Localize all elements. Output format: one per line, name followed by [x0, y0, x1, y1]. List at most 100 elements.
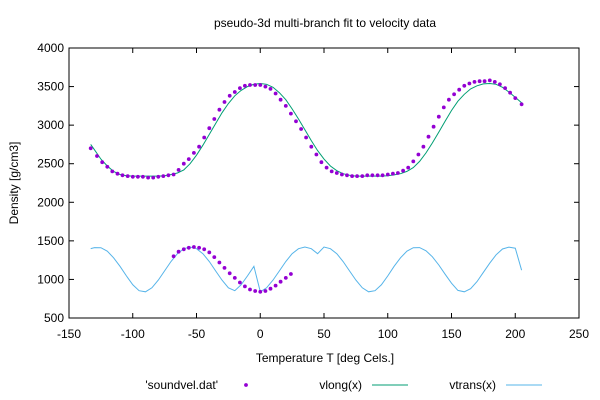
data-point [207, 126, 212, 131]
data-point [283, 276, 288, 280]
data-point [232, 90, 237, 94]
data-point [258, 289, 263, 294]
data-point [268, 286, 273, 291]
data-point [186, 245, 191, 250]
data-point [212, 117, 217, 121]
x-tick-label: -100 [121, 327, 145, 341]
data-point [151, 175, 156, 180]
data-point [120, 173, 125, 178]
data-point [238, 280, 242, 285]
data-point [207, 250, 212, 255]
data-point [503, 86, 507, 90]
plot-border [68, 47, 580, 319]
data-point [197, 144, 202, 149]
data-point [130, 174, 135, 179]
data-point [431, 124, 436, 129]
x-tick-label: -50 [188, 327, 206, 341]
data-point [304, 135, 308, 140]
data-point [222, 266, 227, 270]
data-point [508, 90, 512, 95]
data-point [100, 160, 105, 165]
data-point [457, 87, 462, 92]
data-point [161, 174, 166, 179]
data-point [88, 146, 93, 151]
data-point [136, 174, 140, 179]
y-tick-label: 2500 [37, 157, 64, 171]
y-tick-label: 1500 [37, 234, 64, 248]
x-tick-label: 250 [569, 327, 589, 341]
data-point [406, 165, 411, 170]
data-point [181, 247, 186, 252]
data-point [447, 97, 451, 102]
data-point [492, 80, 497, 84]
data-point [329, 169, 334, 174]
x-tick-label: 0 [257, 327, 264, 341]
series-line-vlongx [90, 82, 522, 177]
data-point [212, 255, 217, 259]
data-point [391, 171, 395, 176]
data-point [482, 79, 487, 84]
data-point [421, 144, 426, 149]
data-point [110, 169, 115, 174]
data-point [166, 173, 171, 178]
data-point [248, 83, 252, 87]
data-point [314, 152, 319, 157]
data-point [345, 173, 349, 178]
series-points [88, 78, 524, 294]
data-point [197, 245, 202, 250]
data-point [141, 174, 145, 179]
data-point [186, 157, 191, 162]
data-point [462, 83, 467, 88]
data-point [375, 173, 380, 178]
data-point [278, 97, 283, 102]
data-point [498, 82, 502, 87]
data-point [146, 175, 151, 180]
data-point [334, 171, 339, 175]
data-point [243, 83, 247, 88]
data-point [319, 160, 324, 165]
data-point [401, 168, 405, 173]
data-point [370, 173, 375, 178]
data-point [253, 289, 258, 293]
data-point [192, 151, 196, 155]
y-tick-label: 1000 [37, 272, 64, 286]
data-point [411, 159, 416, 164]
y-tick-label: 3500 [37, 80, 64, 94]
data-point [360, 174, 365, 179]
data-point [477, 79, 482, 84]
data-point [350, 174, 354, 179]
data-point [324, 165, 329, 170]
data-point [95, 154, 99, 158]
data-point [289, 111, 293, 116]
legend-point-sample [244, 383, 248, 387]
data-point [171, 254, 176, 259]
y-tick-label: 3000 [37, 118, 64, 132]
data-point [294, 119, 298, 124]
x-tick-label: -150 [57, 327, 81, 341]
data-point [243, 284, 247, 289]
data-point [248, 287, 252, 292]
y-axis-ticks: 500 1000 1500 2000 2500 3000 3500 4000 [37, 41, 579, 325]
data-point [176, 249, 181, 254]
plot-frame [68, 47, 580, 319]
data-point [253, 83, 258, 87]
data-point [202, 247, 207, 252]
data-point [202, 135, 207, 140]
data-point [426, 134, 431, 139]
data-point [380, 173, 385, 178]
data-point [227, 93, 232, 98]
data-point [273, 283, 278, 288]
data-point [436, 114, 441, 119]
x-axis-label: Temperature T [deg Cels.] [256, 351, 394, 365]
data-point [365, 173, 370, 178]
data-point [273, 91, 278, 96]
data-point [452, 92, 456, 97]
data-point [105, 164, 110, 169]
data-point [258, 83, 263, 87]
series-lines [90, 82, 523, 293]
data-point [355, 174, 359, 179]
legend-label: vtrans(x) [449, 378, 496, 392]
x-tick-label: 200 [505, 327, 525, 341]
x-tick-label: 150 [441, 327, 461, 341]
